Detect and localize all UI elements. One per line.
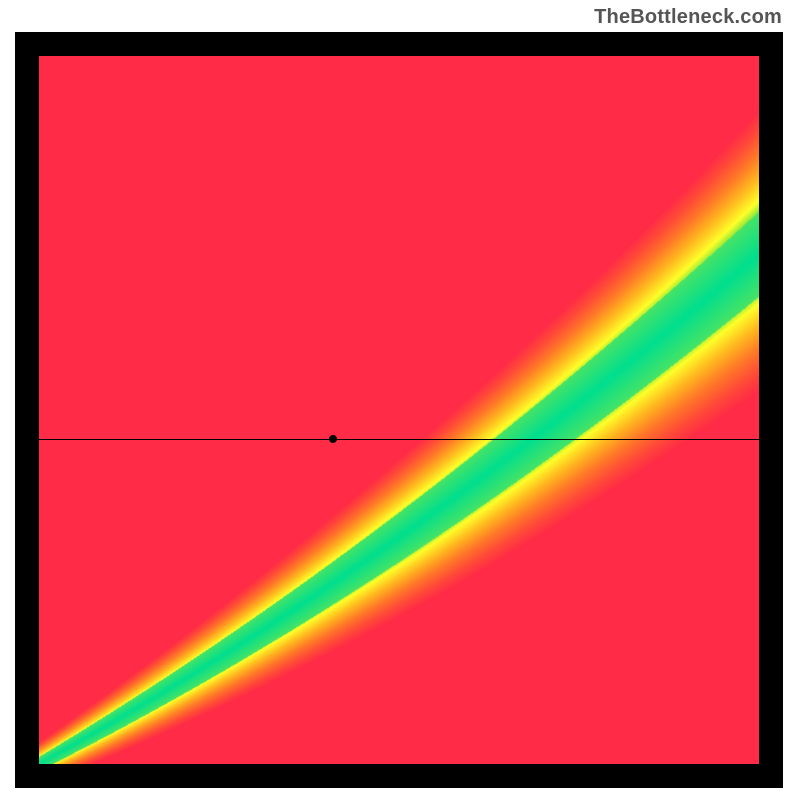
heatmap-canvas: [39, 56, 759, 764]
root: TheBottleneck.com: [0, 0, 800, 800]
watermark-label: TheBottleneck.com: [594, 6, 782, 29]
crosshair-horizontal: [39, 439, 759, 440]
data-point-marker: [329, 435, 337, 443]
heatmap-plot: [39, 56, 759, 764]
